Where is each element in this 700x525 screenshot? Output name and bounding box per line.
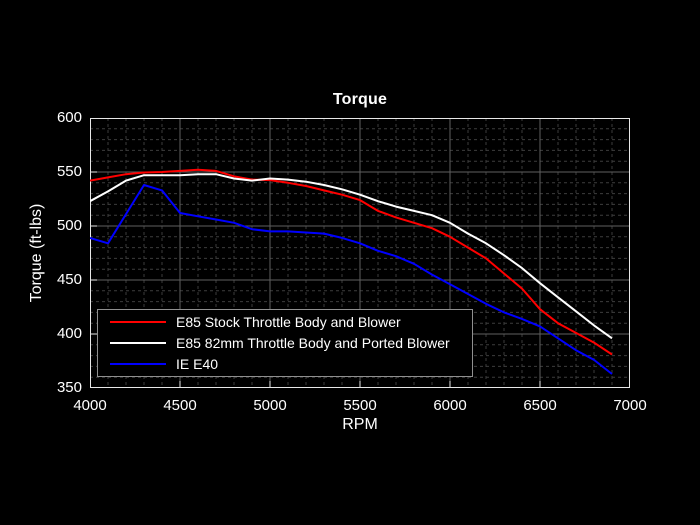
y-tick-label: 500 [56, 217, 82, 234]
plot-area [89, 117, 631, 389]
legend-label: E85 Stock Throttle Body and Blower [176, 314, 401, 330]
series-line-2 [89, 184, 613, 375]
chart-title: Torque [332, 91, 388, 108]
x-tick-label: 4000 [73, 397, 107, 414]
legend: E85 Stock Throttle Body and Blower E85 8… [97, 309, 473, 377]
legend-line-swatch-white [110, 342, 166, 344]
x-tick-label: 6500 [523, 397, 557, 414]
y-tick-label: 400 [56, 325, 82, 342]
legend-label: E85 82mm Throttle Body and Ported Blower [176, 335, 450, 351]
series-line-1 [89, 173, 613, 340]
legend-label: IE E40 [176, 356, 219, 372]
x-tick-label: 4500 [163, 397, 197, 414]
series-line-0 [89, 168, 613, 356]
x-tick-label: 5500 [343, 397, 377, 414]
x-tick-label: 5000 [253, 397, 287, 414]
legend-row: IE E40 [110, 354, 472, 375]
x-axis-label: RPM [342, 416, 378, 433]
legend-line-swatch-blue [110, 363, 166, 365]
axes-box [90, 118, 630, 388]
y-tick-label: 350 [56, 379, 82, 396]
y-tick-label: 450 [56, 271, 82, 288]
plot-canvas [89, 117, 631, 389]
legend-line-swatch-red [110, 321, 166, 323]
y-tick-label: 550 [56, 163, 82, 180]
x-tick-label: 7000 [613, 397, 647, 414]
legend-row: E85 82mm Throttle Body and Ported Blower [110, 333, 472, 354]
x-tick-label: 6000 [433, 397, 467, 414]
legend-row: E85 Stock Throttle Body and Blower [110, 312, 472, 333]
y-tick-label: 600 [56, 109, 82, 126]
